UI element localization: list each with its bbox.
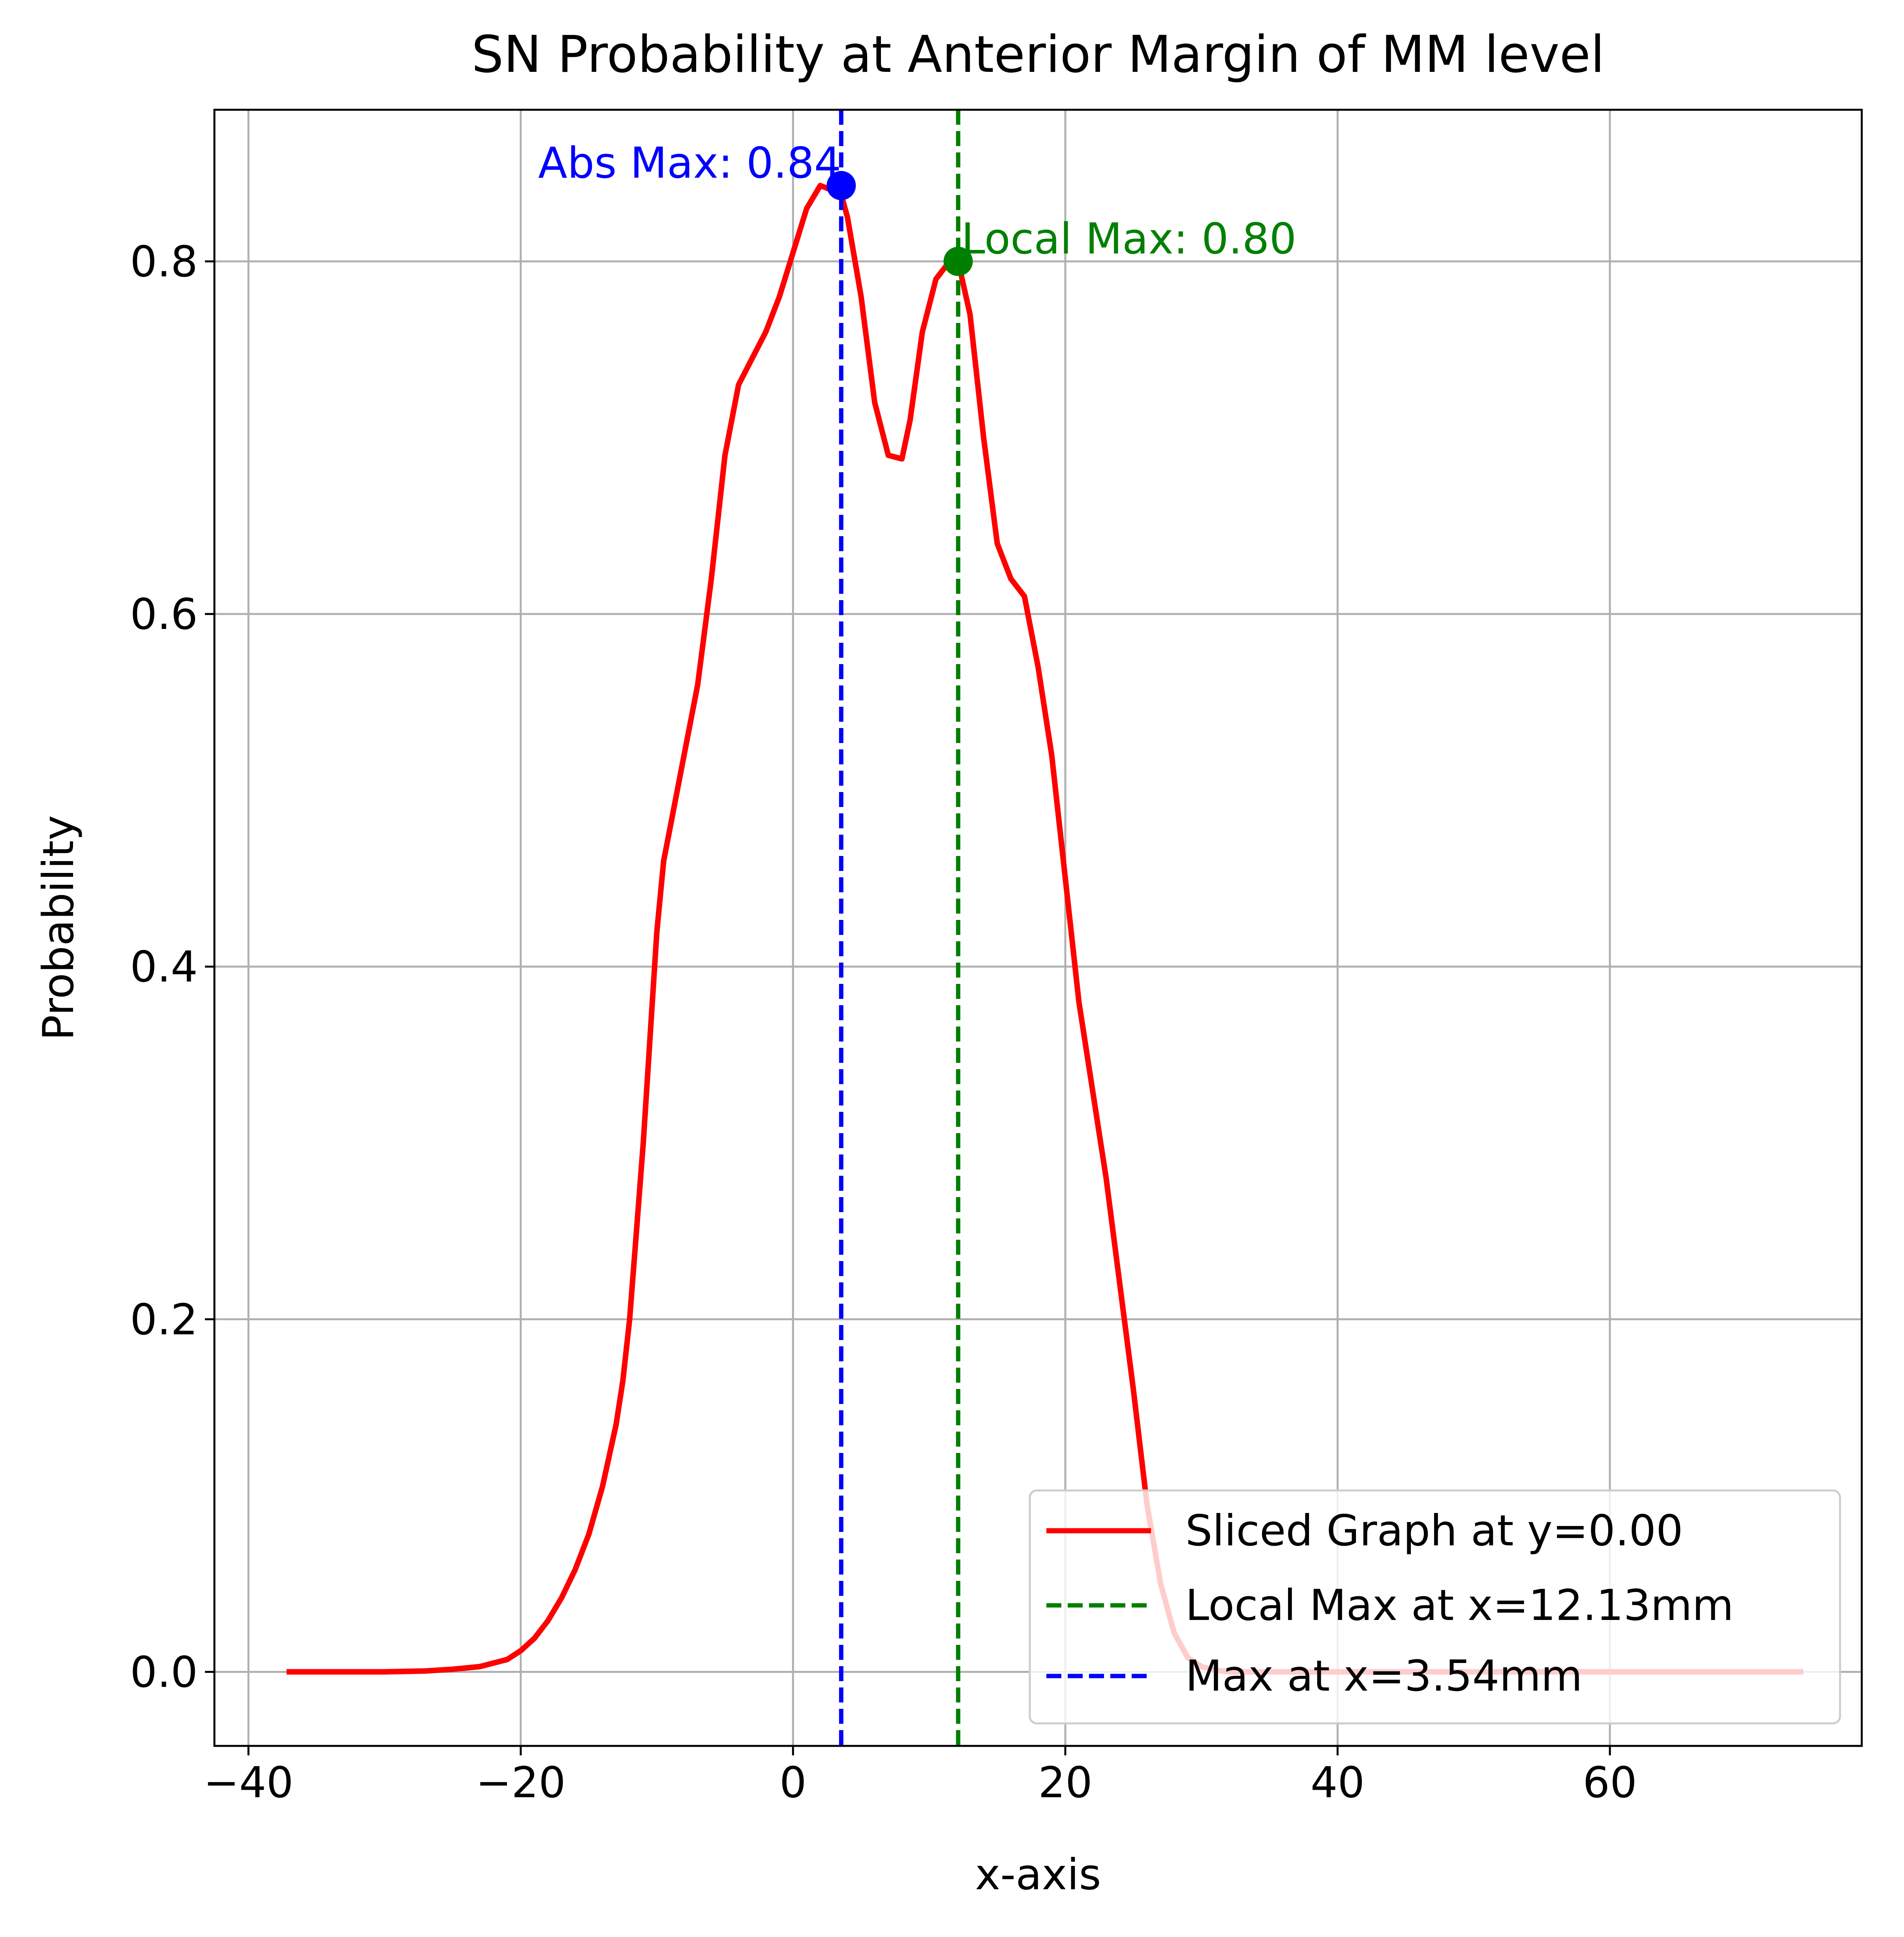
x-tick-label: 20 [1038, 1758, 1092, 1807]
abs-max-marker [826, 171, 856, 201]
y-tick-label: 0.8 [130, 237, 198, 287]
legend-label-local-max: Local Max at x=12.13mm [1185, 1581, 1734, 1630]
y-tick-label: 0.6 [130, 590, 198, 639]
local-max-marker [943, 247, 973, 276]
x-tick-label: −20 [476, 1758, 566, 1807]
y-tick-label: 0.2 [130, 1295, 198, 1344]
axes-frame [213, 109, 1863, 1747]
ticks: −40 −20 0 20 40 60 0.0 0.2 0.4 0.6 0.8 [130, 237, 1637, 1807]
legend: Sliced Graph at y=0.00 Local Max at x=12… [1029, 1489, 1841, 1725]
legend-box [1029, 1489, 1841, 1725]
local-max-annotation: Local Max: 0.80 [961, 214, 1297, 264]
y-tick-label: 0.0 [130, 1648, 198, 1697]
grid [214, 110, 1862, 1746]
x-tick-label: −40 [203, 1758, 293, 1807]
x-tick-label: 40 [1311, 1758, 1365, 1807]
x-tick-label: 0 [779, 1758, 807, 1807]
chart-title: SN Probability at Anterior Margin of MM … [471, 25, 1605, 84]
abs-max-annotation: Abs Max: 0.84 [538, 139, 841, 188]
y-axis-label: Probability [34, 815, 83, 1041]
plot-area: Abs Max: 0.84 Local Max: 0.80 [286, 110, 1803, 1746]
legend-label-max: Max at x=3.54mm [1185, 1652, 1583, 1701]
legend-label-sliced-graph: Sliced Graph at y=0.00 [1185, 1506, 1683, 1556]
x-tick-label: 60 [1583, 1758, 1637, 1807]
x-axis-label: x-axis [975, 1850, 1101, 1899]
y-tick-label: 0.4 [130, 942, 198, 992]
